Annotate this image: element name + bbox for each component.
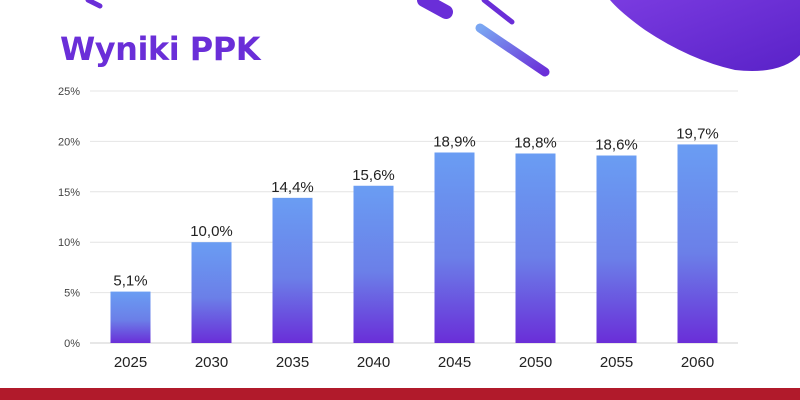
bar (191, 242, 232, 343)
footer-bar (0, 388, 800, 400)
data-label: 15,6% (352, 167, 395, 184)
x-tick-label: 2045 (438, 354, 471, 371)
data-label: 10,0% (190, 223, 233, 240)
bar (677, 144, 718, 343)
data-label: 18,9% (433, 133, 476, 150)
x-tick-label: 2050 (519, 354, 552, 371)
y-tick-label: 5% (64, 288, 80, 300)
bar (596, 155, 637, 343)
x-tick-label: 2030 (195, 354, 228, 371)
bar (434, 152, 475, 343)
x-tick-label: 2060 (681, 354, 714, 371)
y-tick-label: 10% (58, 237, 80, 249)
y-tick-label: 25% (58, 86, 80, 98)
grid-layer (90, 90, 738, 344)
x-tick-label: 2035 (276, 354, 309, 371)
data-label: 19,7% (676, 125, 719, 142)
decor-stripe (475, 23, 550, 77)
decor-stripe (417, 0, 453, 19)
x-tick-label: 2025 (114, 354, 147, 371)
data-label: 18,8% (514, 134, 557, 151)
decor-stripe (481, 0, 515, 25)
x-tick-label: 2055 (600, 354, 633, 371)
label-layer: 0% 5% 10% 15% 20% 25% 5,1% 2025 10,0% 2030 14,4% 20… (58, 86, 719, 371)
y-tick-label: 0% (64, 338, 80, 350)
decor-blob (610, 0, 800, 71)
data-label: 18,6% (595, 137, 638, 154)
data-label: 14,4% (271, 179, 314, 196)
x-tick-label: 2040 (357, 354, 390, 371)
bar (515, 153, 556, 343)
y-tick-label: 20% (58, 136, 80, 148)
y-tick-label: 15% (58, 187, 80, 199)
decor-stripe (85, 0, 103, 9)
bar (353, 185, 394, 343)
data-label: 5,1% (113, 273, 147, 290)
bar (272, 197, 313, 343)
bar-layer (110, 144, 718, 343)
bar (110, 291, 151, 343)
page-title: Wyniki PPK (60, 30, 261, 68)
